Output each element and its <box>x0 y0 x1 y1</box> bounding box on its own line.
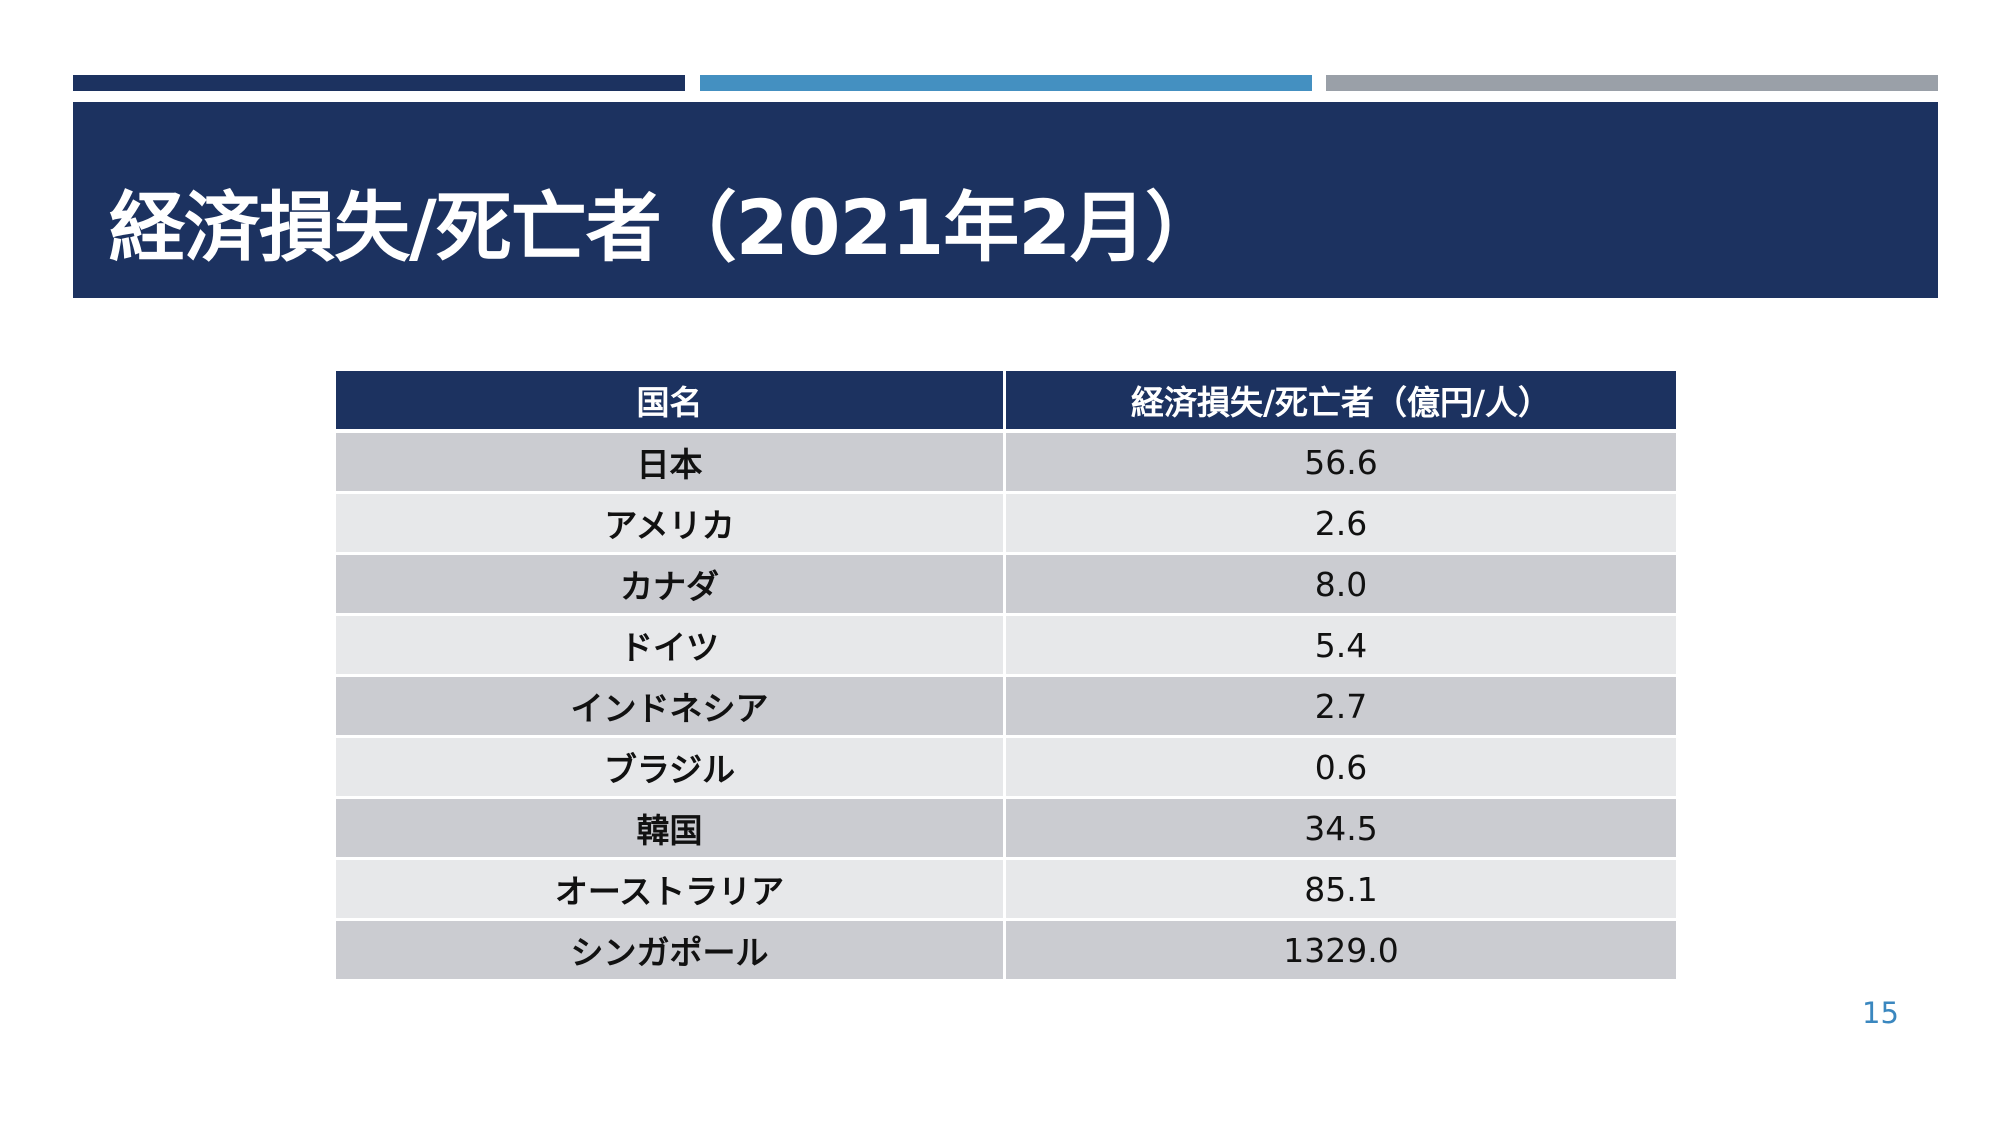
value-cell: 2.7 <box>1006 677 1676 738</box>
country-cell: オーストラリア <box>336 860 1006 921</box>
country-cell: 日本 <box>336 433 1006 494</box>
table-row: インドネシア 2.7 <box>336 677 1676 738</box>
country-cell: アメリカ <box>336 494 1006 555</box>
column-header-loss-per-death: 経済損失/死亡者（億円/人） <box>1006 371 1676 433</box>
accent-bar-navy <box>73 75 685 91</box>
value-cell: 1329.0 <box>1006 921 1676 979</box>
value-cell: 85.1 <box>1006 860 1676 921</box>
value-cell: 2.6 <box>1006 494 1676 555</box>
table-row: ドイツ 5.4 <box>336 616 1676 677</box>
table-header-row: 国名 経済損失/死亡者（億円/人） <box>336 371 1676 433</box>
country-cell: ドイツ <box>336 616 1006 677</box>
value-cell: 56.6 <box>1006 433 1676 494</box>
country-cell: ブラジル <box>336 738 1006 799</box>
value-cell: 5.4 <box>1006 616 1676 677</box>
table-row: ブラジル 0.6 <box>336 738 1676 799</box>
table-row: カナダ 8.0 <box>336 555 1676 616</box>
value-cell: 8.0 <box>1006 555 1676 616</box>
title-banner: 経済損失/死亡者（2021年2月） <box>73 102 1938 298</box>
value-cell: 0.6 <box>1006 738 1676 799</box>
country-cell: インドネシア <box>336 677 1006 738</box>
table-row: 日本 56.6 <box>336 433 1676 494</box>
table-row: 韓国 34.5 <box>336 799 1676 860</box>
table-row: アメリカ 2.6 <box>336 494 1676 555</box>
value-cell: 34.5 <box>1006 799 1676 860</box>
column-header-country: 国名 <box>336 371 1006 433</box>
data-table: 国名 経済損失/死亡者（億円/人） 日本 56.6 アメリカ 2.6 カナダ 8… <box>336 371 1676 979</box>
country-cell: 韓国 <box>336 799 1006 860</box>
page-number: 15 <box>1862 996 1899 1030</box>
slide-title: 経済損失/死亡者（2021年2月） <box>109 183 1221 272</box>
table-row: オーストラリア 85.1 <box>336 860 1676 921</box>
table-row: シンガポール 1329.0 <box>336 921 1676 979</box>
country-cell: シンガポール <box>336 921 1006 979</box>
accent-bar-blue <box>700 75 1312 91</box>
accent-bar-gray <box>1326 75 1938 91</box>
country-cell: カナダ <box>336 555 1006 616</box>
